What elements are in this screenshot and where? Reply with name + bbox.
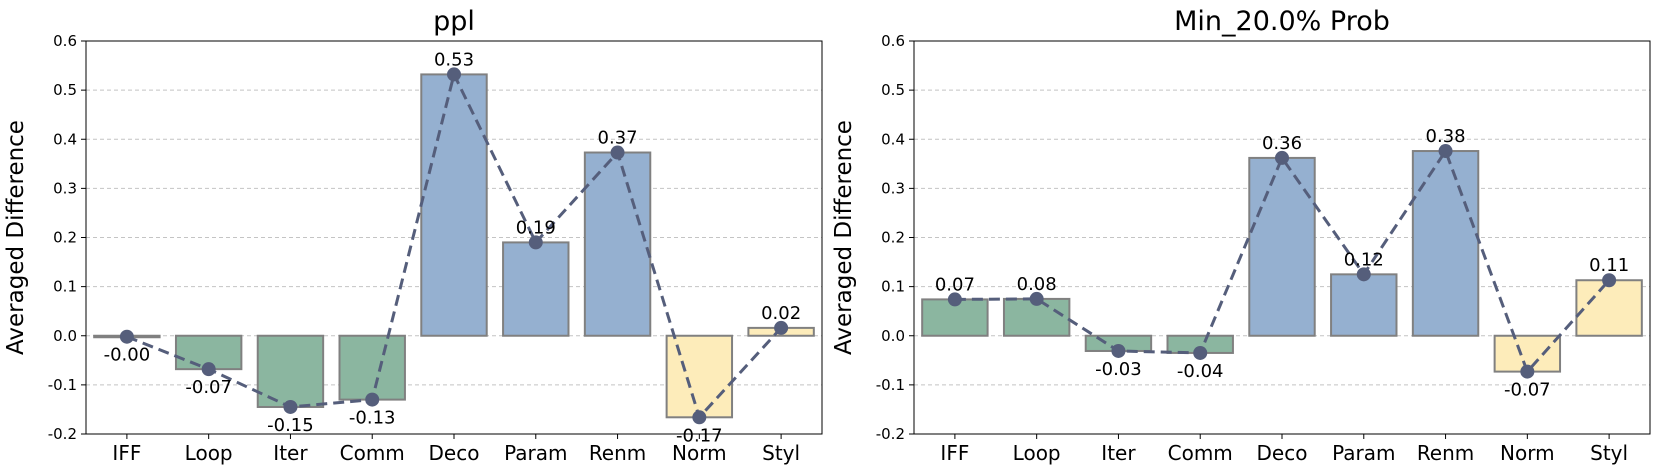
x-tick-label: Deco	[1257, 441, 1308, 465]
x-tick-label: Norm	[1500, 441, 1555, 465]
data-label: 0.36	[1262, 133, 1302, 154]
data-label: 0.37	[598, 128, 638, 149]
y-tick-label: 0.2	[881, 229, 905, 247]
x-tick-label: Param	[1332, 441, 1395, 465]
y-tick-label: 0.5	[881, 81, 905, 99]
x-tick-label: Styl	[1590, 441, 1628, 465]
bar-param	[502, 241, 570, 337]
bar-renm	[1411, 150, 1480, 337]
x-tick-label: Renm	[589, 441, 646, 465]
x-tick-label: Comm	[340, 441, 405, 465]
y-tick-label: 0.6	[53, 32, 77, 50]
point-marker-norm	[1520, 364, 1535, 379]
y-tick-label: -0.1	[876, 376, 905, 394]
bar-param	[1330, 273, 1398, 337]
chart-panel-2: -0.2 -0.1 0.0 0.1 0.2 0.3 0.4 0.5 0.6 IFF Loop Iter…	[831, 6, 1651, 465]
y-tick-label: 0.4	[53, 130, 77, 148]
bar-styl	[1575, 279, 1643, 337]
trend-line	[954, 147, 1611, 375]
y-tick-label: 0.1	[53, 278, 77, 296]
y-tick-label: 0.3	[53, 179, 77, 197]
point-marker-deco	[1275, 150, 1289, 165]
point-marker-comm	[1193, 345, 1208, 360]
data-label: -0.04	[1177, 361, 1224, 382]
y-axis-label: Averaged Difference	[831, 120, 857, 355]
y-tick-label: -0.1	[48, 376, 77, 394]
point-marker-styl	[1602, 273, 1617, 288]
data-label: -0.03	[1095, 359, 1142, 380]
bar-iter	[256, 334, 325, 408]
data-label: -0.13	[349, 408, 396, 429]
data-label: 0.53	[434, 49, 474, 70]
y-tick-label: -0.2	[48, 425, 77, 443]
point-marker-comm	[365, 392, 380, 407]
y-tick-label: -0.2	[876, 425, 905, 443]
data-label: 0.12	[1344, 249, 1384, 270]
point-marker-iff	[119, 329, 134, 344]
x-tick-label: Loop	[1013, 441, 1061, 465]
point-marker-iff	[947, 292, 962, 307]
data-label: 0.08	[1017, 274, 1057, 295]
x-tick-label: Iter	[1101, 441, 1136, 465]
x-tick-label: Comm	[1168, 441, 1233, 465]
bar-deco	[1248, 156, 1316, 337]
y-tick-label: 0.5	[53, 81, 77, 99]
x-tick-label: IFF	[940, 441, 969, 465]
point-marker-iter	[1111, 343, 1126, 358]
chart-title: Min_20.0% Prob	[1174, 6, 1390, 37]
data-label: 0.19	[516, 217, 556, 238]
chart-panel-1: -0.2 -0.1 0.0 0.1 0.2 0.3 0.4 0.5 0.6 IFF Loop Iter…	[3, 6, 823, 465]
data-label: 0.38	[1426, 126, 1466, 147]
point-marker-renm	[610, 145, 625, 160]
x-tick-label: Renm	[1417, 441, 1474, 465]
data-label: -0.07	[185, 377, 232, 398]
point-marker-norm	[692, 410, 707, 425]
data-label: -0.17	[676, 425, 723, 446]
bar-comm	[338, 334, 406, 401]
y-tick-label: 0.2	[53, 229, 77, 247]
x-tick-label: Deco	[429, 441, 480, 465]
y-axis-label: Averaged Difference	[3, 120, 29, 355]
y-tick-label: 0.4	[881, 130, 905, 148]
point-marker-styl	[774, 320, 789, 335]
x-tick-label: Styl	[762, 441, 800, 465]
bar-renm	[583, 151, 652, 337]
y-tick-label: 0.0	[53, 327, 77, 345]
point-marker-loop	[201, 362, 216, 377]
x-tick-label: IFF	[112, 441, 141, 465]
data-label: 0.11	[1589, 255, 1629, 276]
point-marker-deco	[447, 67, 461, 82]
data-label: 0.02	[761, 303, 801, 324]
chart-title: ppl	[433, 6, 475, 37]
bar-deco	[420, 73, 488, 337]
point-marker-param	[1356, 267, 1371, 282]
x-tick-label: Loop	[185, 441, 233, 465]
point-marker-iter	[283, 399, 298, 414]
y-tick-label: 0.6	[881, 32, 905, 50]
point-marker-loop	[1029, 291, 1044, 306]
point-marker-renm	[1438, 144, 1453, 159]
y-tick-label: 0.0	[881, 327, 905, 345]
y-tick-label: 0.3	[881, 179, 905, 197]
x-tick-label: Iter	[273, 441, 308, 465]
x-tick-label: Norm	[672, 441, 727, 465]
data-label: -0.07	[1504, 380, 1551, 401]
x-tick-label: Param	[504, 441, 567, 465]
point-marker-param	[528, 235, 543, 250]
data-label: -0.15	[267, 415, 314, 436]
y-tick-label: 0.1	[881, 278, 905, 296]
data-label: 0.07	[935, 274, 975, 295]
data-label: -0.00	[104, 345, 151, 366]
